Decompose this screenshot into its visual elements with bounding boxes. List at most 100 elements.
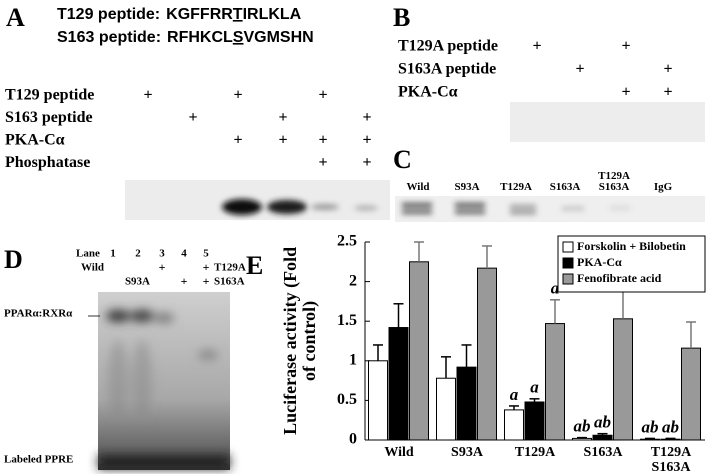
lane-label: T129A S163A	[598, 169, 630, 194]
bar	[592, 434, 613, 441]
plus-sign: +	[203, 274, 210, 288]
y-tick-label: 1.5	[337, 312, 357, 329]
peptide-after: VGMSHN	[243, 29, 313, 46]
plus-sign: +	[532, 38, 541, 55]
significance-mark: a	[551, 279, 560, 298]
legend-label: Fenofibrate acid	[577, 271, 662, 285]
row-label: S93A	[125, 276, 150, 288]
mutant-label: T129A	[214, 262, 246, 274]
plus-sign: +	[362, 154, 371, 171]
peptide-site: T	[233, 6, 243, 23]
plus-sign: +	[663, 84, 672, 101]
peptide-after: IRLKLA	[243, 6, 302, 23]
lane-title: Lane	[76, 248, 100, 260]
lane-number: 3	[159, 248, 165, 260]
gel-a	[125, 180, 390, 220]
significance-mark: a	[530, 378, 539, 397]
significance-mark: ab	[594, 413, 611, 432]
row-label: T129 peptide	[5, 87, 94, 104]
peptide-site: S	[233, 29, 244, 46]
y-tick-label: 1	[349, 351, 357, 368]
bar	[545, 323, 565, 441]
band-label: PPARα:RXRα	[4, 308, 73, 320]
plus-sign: +	[362, 109, 371, 126]
row-label: Phosphatase	[5, 154, 90, 171]
lane-label: Wild	[406, 181, 430, 194]
peptide-name: S163 peptide:	[57, 29, 161, 46]
row-label: PKA-Cα	[5, 132, 65, 149]
plus-sign: +	[575, 61, 584, 78]
peptide-before: KGFFRR	[166, 6, 233, 23]
plus-sign: +	[233, 87, 242, 104]
lane-number: 2	[135, 248, 141, 260]
row-label: S163A peptide	[398, 61, 496, 78]
peptide: T129 peptide: KGFFRRTIRLKLA	[57, 6, 302, 23]
row-label: S163 peptide	[5, 109, 93, 126]
significance-mark: ab	[662, 417, 679, 436]
panel-letter: A	[6, 3, 25, 32]
plus-sign: +	[663, 61, 672, 78]
gel-a-bands	[222, 199, 378, 215]
plus-sign: +	[233, 132, 242, 149]
plus-sign: +	[203, 260, 210, 274]
lane-label: S93A	[454, 181, 480, 194]
bar	[681, 347, 701, 441]
significance-mark: a	[510, 385, 519, 404]
panel-letter: C	[393, 145, 412, 174]
gel-b	[510, 102, 705, 142]
bar	[504, 409, 524, 441]
bar	[640, 438, 660, 441]
y-axis-label: Luciferase activity (Fold of control)	[280, 246, 319, 435]
y-tick-label: 0	[349, 431, 357, 448]
row-label: PKA-Cα	[398, 84, 458, 101]
bar	[572, 437, 592, 441]
peptide: S163 peptide: RFHKCLSVGMSHN	[57, 29, 314, 46]
bar	[660, 438, 681, 441]
panel-letter: B	[393, 3, 410, 32]
legend-box	[557, 235, 706, 293]
panel-letter: D	[4, 245, 23, 274]
lane-number: 5	[203, 248, 209, 260]
bar	[477, 267, 497, 441]
legend-swatch	[562, 257, 574, 269]
plus-sign: +	[159, 260, 166, 274]
legend-swatch	[562, 241, 574, 253]
peptide-name: T129 peptide:	[57, 6, 160, 23]
plus-sign: +	[621, 84, 630, 101]
y-tick-label: 0.5	[337, 391, 357, 408]
y-tick-label: 2.5	[337, 233, 357, 250]
gel-c	[395, 196, 705, 222]
legend-swatch	[562, 273, 574, 285]
plus-sign: +	[318, 154, 327, 171]
plus-sign: +	[318, 132, 327, 149]
gel-d-bands	[98, 310, 230, 469]
gel-c-bands	[402, 203, 630, 214]
y-tick-label: 2	[349, 272, 357, 289]
x-tick-label: S93A	[451, 445, 483, 460]
plus-sign: +	[621, 38, 630, 55]
plus-sign: +	[188, 109, 197, 126]
plus-sign: +	[278, 109, 287, 126]
band-label: Labeled PPRE	[4, 454, 73, 466]
x-tick-label: T129A S163A	[650, 445, 692, 475]
x-tick-label: S163A	[583, 445, 623, 460]
lane-label: T129A	[500, 181, 532, 194]
significance-mark: ab	[574, 417, 591, 436]
plus-sign: +	[181, 274, 188, 288]
row-label: T129A peptide	[398, 38, 498, 55]
legend-label: Forskolin + Bilobetin	[577, 239, 686, 253]
bar	[456, 366, 477, 441]
lane-number: 1	[110, 248, 116, 260]
legend-label: PKA-Cα	[577, 255, 622, 269]
significance-mark: ab	[642, 417, 659, 436]
bar	[436, 377, 456, 441]
bar	[388, 327, 409, 441]
plus-sign: +	[143, 87, 152, 104]
bar	[409, 261, 429, 441]
x-tick-label: T129A	[514, 445, 556, 460]
plus-sign: +	[278, 132, 287, 149]
panel-letter: E	[246, 251, 263, 280]
lane-label: S163A	[549, 181, 581, 194]
